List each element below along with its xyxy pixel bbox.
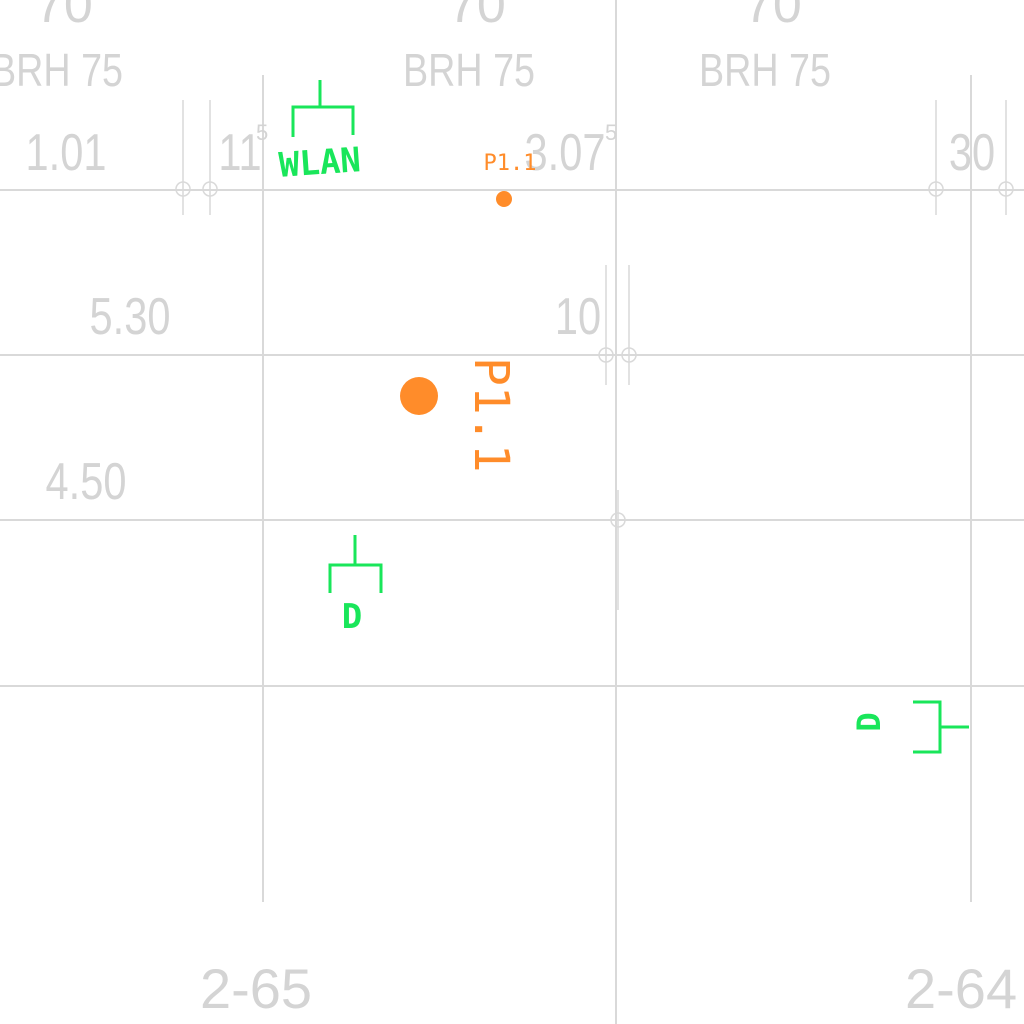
outlet-label: P1.1 (463, 357, 519, 473)
dimension-superscript: 5 (256, 120, 268, 145)
header-number: 70 (35, 0, 93, 34)
dimension-values: 1.01 11 5 3.07 5 30 5.30 10 4.50 (26, 120, 996, 510)
outlet-dot (496, 191, 512, 207)
dimension-value: 5.30 (90, 287, 171, 346)
power-outlet-large: P1.1 (400, 357, 519, 473)
brh-label: BRH 75 (403, 44, 535, 95)
data-socket-label: D (342, 597, 362, 637)
brh-label: BRH 75 (699, 44, 831, 95)
dimension-value: 4.50 (46, 452, 127, 511)
dimension-value: 1.01 (26, 123, 107, 182)
dimension-ticks (175, 100, 1014, 610)
wlan-socket-symbol: WLAN (278, 80, 362, 186)
data-socket-symbol: D (850, 700, 969, 754)
room-numbers: 2-65 2-64 (200, 957, 1017, 1020)
data-socket-symbol: D (328, 535, 383, 637)
brh-labels: BRH 75 BRH 75 BRH 75 (0, 44, 831, 95)
dimension-superscript: 5 (605, 120, 617, 145)
wlan-label: WLAN (278, 140, 362, 186)
dimension-value: 3.07 (525, 123, 606, 182)
room-number: 2-65 (200, 957, 312, 1020)
data-socket-label: D (850, 712, 888, 731)
dimension-value: 30 (949, 123, 995, 182)
room-number: 2-64 (905, 957, 1017, 1020)
header-numbers: 70 70 70 (35, 0, 802, 34)
brh-label: BRH 75 (0, 44, 123, 95)
dimension-value: 11 (218, 123, 261, 182)
outlet-dot (400, 377, 438, 415)
outlet-label: P1.1 (484, 151, 537, 176)
dimension-value: 10 (555, 287, 601, 346)
header-number: 70 (744, 0, 802, 34)
header-number: 70 (448, 0, 506, 34)
power-outlet-small: P1.1 (484, 151, 537, 207)
